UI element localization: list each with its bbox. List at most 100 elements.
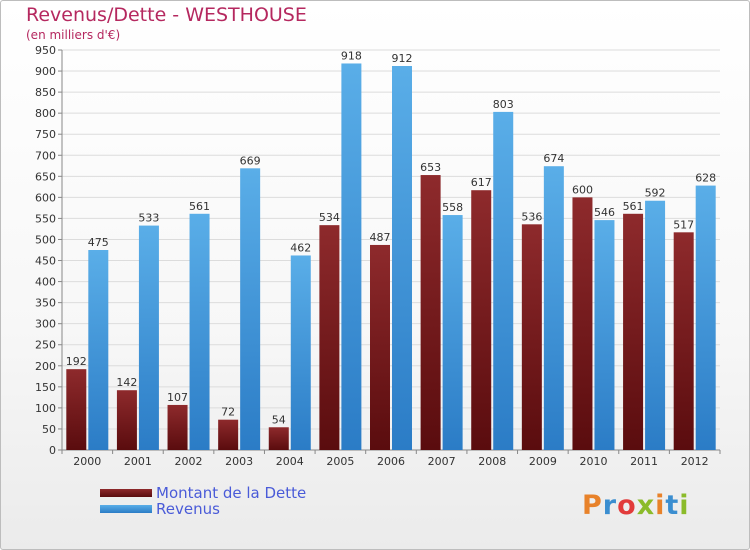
bar-debt-2012	[673, 232, 694, 450]
bar-revenus-2006	[392, 66, 412, 450]
data-label-revenus-2012: 628	[695, 172, 716, 185]
bar-revenus-2005	[341, 63, 362, 450]
data-label-debt-2009: 536	[521, 210, 542, 223]
logo-letter: i	[655, 490, 666, 521]
x-tick-label: 2005	[326, 455, 354, 468]
x-tick-label: 2002	[175, 455, 203, 468]
data-label-debt-2004: 54	[272, 413, 286, 426]
chart-subtitle: (en milliers d'€)	[26, 28, 121, 42]
x-tick-label: 2010	[579, 455, 607, 468]
data-label-debt-2002: 107	[167, 391, 188, 404]
logo-letter: t	[665, 490, 680, 521]
bar-debt-2003	[218, 419, 239, 450]
data-label-revenus-2007: 558	[442, 201, 463, 214]
y-tick-label: 550	[35, 212, 56, 225]
bar-debt-2007	[420, 175, 441, 451]
x-tick-label: 2000	[73, 455, 101, 468]
bar-debt-2009	[521, 224, 542, 450]
bar-revenus-2007	[442, 215, 463, 450]
y-tick-label: 800	[35, 107, 56, 120]
chart-title: Revenus/Dette - WESTHOUSE	[26, 4, 307, 26]
data-label-debt-2011: 561	[623, 200, 644, 213]
y-tick-label: 150	[35, 381, 56, 394]
bar-revenus-2012	[695, 185, 716, 450]
y-tick-label: 0	[49, 444, 56, 457]
logo-letter: r	[602, 490, 618, 521]
x-tick-label: 2008	[478, 455, 506, 468]
proxiti-logo: Proxiti	[582, 490, 690, 521]
y-tick-label: 450	[35, 255, 56, 268]
bar-debt-2006	[370, 244, 390, 450]
data-label-revenus-2004: 462	[290, 241, 311, 254]
y-tick-label: 350	[35, 297, 56, 310]
bar-revenus-2010	[594, 220, 615, 450]
bar-debt-2010	[572, 197, 593, 450]
data-label-revenus-2008: 803	[493, 98, 514, 111]
bar-revenus-2001	[138, 225, 159, 450]
bar-revenus-2002	[189, 213, 210, 450]
data-label-debt-2003: 72	[221, 406, 235, 419]
data-label-revenus-2006: 912	[392, 52, 413, 65]
legend-swatch-revenus	[100, 505, 152, 513]
y-tick-label: 200	[35, 360, 56, 373]
bar-debt-2005	[319, 225, 340, 450]
bar-revenus-2009	[543, 166, 564, 451]
legend-label-debt: Montant de la Dette	[156, 484, 307, 502]
logo-letter: o	[617, 490, 637, 521]
data-label-debt-2008: 617	[471, 176, 492, 189]
bar-revenus-2008	[493, 111, 514, 450]
data-label-revenus-2001: 533	[138, 212, 159, 225]
bar-debt-2008	[471, 190, 492, 451]
label-layer: 192 475 142 533 107 561 72 669 54 462 534 918 487 912…	[66, 49, 716, 426]
axis-layer: 0 50 100 150 200 250 300 350 400 450 500 550 600 650 7…	[35, 44, 721, 468]
x-tick-label: 2004	[276, 455, 304, 468]
y-tick-label: 50	[42, 423, 56, 436]
x-tick-label: 2001	[124, 455, 152, 468]
data-label-debt-2012: 517	[673, 218, 694, 231]
y-tick-label: 250	[35, 339, 56, 352]
x-tick-label: 2009	[529, 455, 557, 468]
data-label-debt-2001: 142	[116, 376, 137, 389]
x-tick-label: 2007	[428, 455, 456, 468]
y-tick-label: 700	[35, 149, 56, 162]
data-label-debt-2006: 487	[370, 231, 391, 244]
y-tick-label: 850	[35, 86, 56, 99]
x-tick-label: 2012	[681, 455, 709, 468]
data-label-debt-2005: 534	[319, 211, 340, 224]
y-tick-label: 300	[35, 318, 56, 331]
y-tick-label: 100	[35, 402, 56, 415]
bar-revenus-2011	[645, 200, 666, 450]
bar-revenus-2000	[88, 250, 109, 450]
bar-debt-2004	[268, 427, 289, 450]
y-tick-label: 900	[35, 65, 56, 78]
legend-label-revenus: Revenus	[156, 500, 220, 518]
data-label-revenus-2010: 546	[594, 206, 615, 219]
grid-layer	[62, 49, 720, 451]
data-label-revenus-2003: 669	[240, 154, 261, 167]
data-label-debt-2007: 653	[420, 161, 441, 174]
bar-revenus-2004	[290, 255, 311, 450]
legend-swatch-debt	[100, 489, 152, 497]
bar-debt-2011	[623, 213, 644, 450]
data-label-revenus-2002: 561	[189, 200, 210, 213]
bar-layer	[66, 63, 716, 451]
data-label-debt-2000: 192	[66, 355, 87, 368]
x-tick-label: 2011	[630, 455, 658, 468]
data-label-revenus-2005: 918	[341, 49, 362, 62]
bar-debt-2002	[167, 404, 188, 450]
x-tick-label: 2006	[377, 455, 405, 468]
y-tick-label: 950	[35, 44, 56, 57]
y-tick-label: 400	[35, 276, 56, 289]
y-tick-label: 750	[35, 128, 56, 141]
data-label-revenus-2000: 475	[88, 236, 109, 249]
y-tick-label: 600	[35, 191, 56, 204]
data-label-debt-2010: 600	[572, 183, 593, 196]
data-label-revenus-2011: 592	[645, 187, 666, 200]
y-tick-label: 500	[35, 233, 56, 246]
bar-revenus-2003	[240, 168, 261, 450]
logo-letter: i	[679, 490, 690, 521]
data-label-revenus-2009: 674	[543, 152, 564, 165]
logo-letter: x	[636, 490, 656, 521]
logo-letter: P	[582, 490, 603, 521]
bar-debt-2000	[66, 369, 87, 450]
